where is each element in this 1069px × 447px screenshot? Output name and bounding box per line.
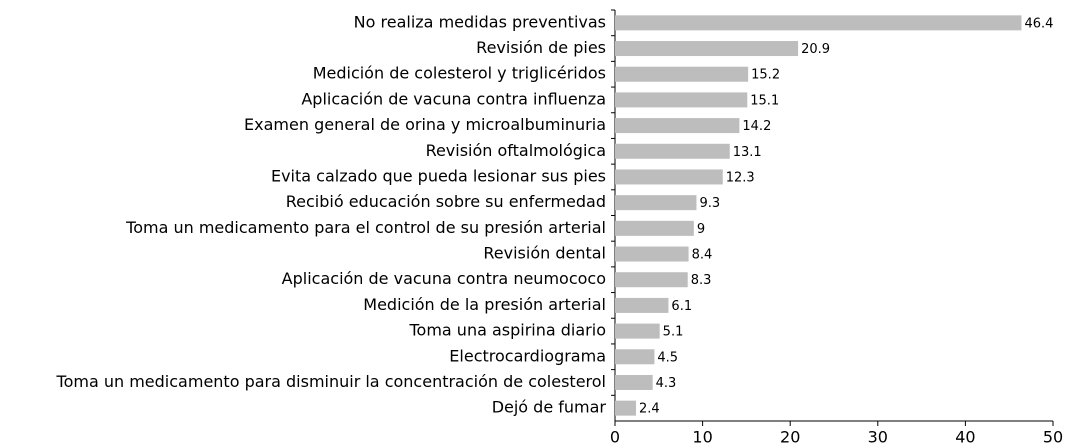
y-tick-label: Medición de la presión arterial: [363, 295, 606, 314]
value-label: 4.3: [656, 376, 677, 391]
value-label: 20.9: [801, 42, 830, 57]
bar: [615, 169, 723, 185]
bar: [615, 220, 694, 236]
value-label: 12.3: [726, 170, 755, 185]
value-label: 15.2: [751, 68, 780, 83]
bar: [615, 66, 749, 82]
y-tick-label: Dejó de fumar: [492, 398, 607, 417]
value-label: 13.1: [733, 145, 762, 160]
bar: [615, 374, 653, 390]
bar: [615, 92, 748, 108]
y-tick-label: Aplicación de vacuna contra neumococo: [282, 269, 606, 288]
bar: [615, 118, 740, 134]
bar: [615, 143, 730, 159]
y-tick-label: Evita calzado que pueda lesionar sus pie…: [271, 166, 606, 185]
value-label: 5.1: [663, 325, 684, 340]
y-tick-label: Recibió educación sobre su enfermedad: [286, 192, 606, 211]
y-tick-label: Toma un medicamento para disminuir la co…: [56, 372, 606, 391]
y-tick-label: Toma una aspirina diario: [408, 321, 606, 340]
y-tick-label: Medición de colesterol y triglicéridos: [313, 64, 606, 83]
y-tick-label: Revisión dental: [483, 244, 606, 263]
value-label: 15.1: [750, 93, 779, 108]
x-tick-label: 20: [780, 428, 800, 447]
bar: [615, 195, 697, 211]
value-label: 46.4: [1024, 16, 1053, 31]
bar: [615, 272, 688, 288]
x-tick-label: 0: [610, 428, 620, 447]
value-label: 9: [697, 222, 705, 237]
bar: [615, 297, 669, 313]
value-label: 8.3: [691, 273, 712, 288]
value-label: 9.3: [699, 196, 720, 211]
bar: [615, 41, 799, 57]
y-tick-label: Revisión oftalmológica: [426, 141, 606, 160]
x-tick-label: 50: [1043, 428, 1063, 447]
value-label: 4.5: [657, 350, 678, 365]
value-label: 14.2: [742, 119, 771, 134]
y-tick-label: No realiza medidas preventivas: [354, 12, 606, 31]
bar: [615, 246, 689, 262]
x-tick-label: 30: [868, 428, 888, 447]
y-tick-label: Electrocardiograma: [449, 346, 606, 365]
bar: [615, 15, 1022, 31]
bar: [615, 323, 660, 339]
bar: [615, 349, 655, 365]
y-tick-label: Examen general de orina y microalbuminur…: [244, 115, 606, 134]
y-tick-label: Toma un medicamento para el control de s…: [125, 218, 606, 237]
y-tick-label: Revisión de pies: [476, 38, 606, 57]
bar: [615, 400, 637, 416]
y-tick-label: Aplicación de vacuna contra influenza: [301, 89, 606, 108]
value-label: 6.1: [671, 299, 692, 314]
value-label: 8.4: [692, 248, 713, 263]
x-tick-label: 40: [955, 428, 975, 447]
x-tick-label: 10: [692, 428, 712, 447]
value-label: 2.4: [639, 402, 660, 417]
